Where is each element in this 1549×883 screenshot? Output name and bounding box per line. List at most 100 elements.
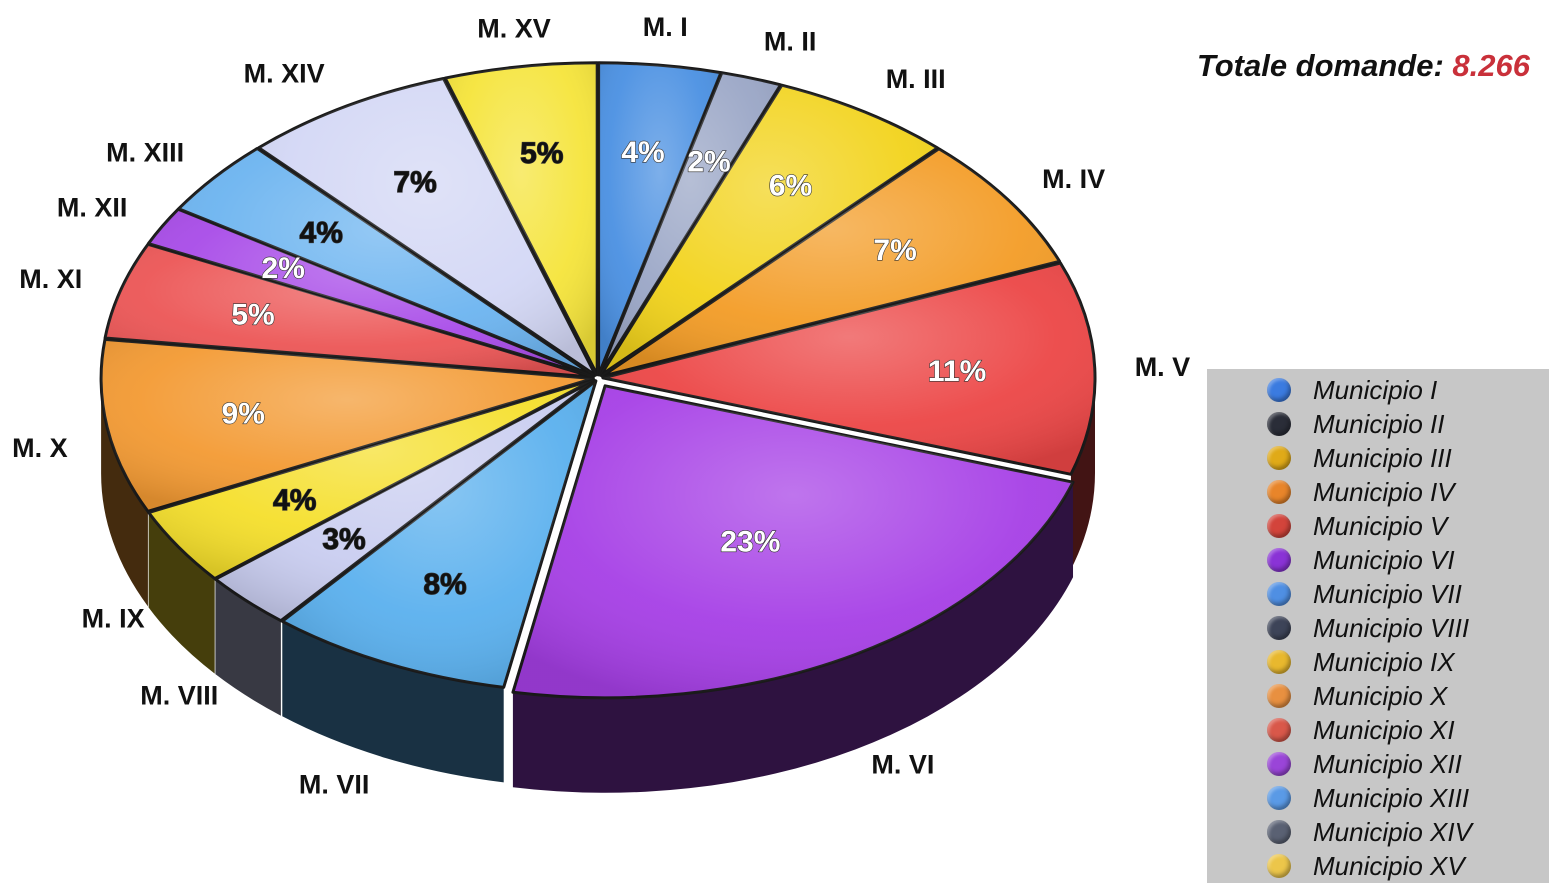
slice-name-label: M. IX (82, 604, 145, 634)
legend-item: Municipio XI (1207, 713, 1549, 747)
slice-side (512, 482, 1074, 793)
slice-highlight (600, 85, 938, 376)
legend-item: Municipio IV (1207, 475, 1549, 509)
legend-item: Municipio XII (1207, 747, 1549, 781)
legend-label: Municipio VII (1313, 578, 1462, 609)
legend-color-dot (1267, 514, 1291, 538)
slice-highlight (101, 339, 594, 512)
legend-item: Municipio XV (1207, 849, 1549, 883)
total-requests: Totale domande: 8.266 (1140, 48, 1530, 84)
percentage-label: 3% (322, 523, 365, 556)
percentage-labels: 4% 2%6%7%11%23%8%3%4%9%5%2%4%7%5% (221, 135, 987, 602)
percentage-label: 11% (928, 355, 986, 388)
slice-side (1070, 377, 1095, 570)
slice-highlight (215, 380, 595, 621)
legend-label: Municipio XIV (1313, 816, 1472, 847)
legend-color-dot (1267, 820, 1291, 844)
slice-name-label: M. XII (57, 193, 128, 223)
slice-highlight (599, 72, 781, 375)
percentage-label: 8% (423, 568, 466, 601)
percentage-label: 4% (300, 217, 343, 250)
slice-side (282, 621, 504, 783)
legend-item: Municipio XIII (1207, 781, 1549, 815)
pie-slices (99, 61, 1097, 700)
percentage-label: 23% (720, 526, 780, 559)
legend: Municipio I Municipio II Municipio III Muni… (1207, 369, 1549, 883)
slice-name-label: M. VII (299, 769, 370, 799)
slice-highlight (602, 148, 1060, 377)
percentage-label: 7% (873, 234, 916, 267)
percentage-label: 2% (687, 145, 730, 178)
slice-highlight (148, 209, 594, 377)
legend-color-dot (1267, 684, 1291, 708)
slice-highlight (445, 62, 598, 375)
slice-labels: M. I M. II M. III M. IV M. V M. VI M. VII M. VI… (12, 12, 1191, 799)
legend-color-dot (1267, 854, 1291, 878)
legend-label: Municipio XV (1313, 850, 1465, 881)
slice-highlight (148, 379, 594, 579)
legend-label: Municipio X (1313, 680, 1448, 711)
slice-name-label: M. XV (477, 13, 551, 43)
legend-color-dot (1267, 412, 1291, 436)
slice-name-label: M. XIII (106, 137, 184, 167)
slice-name-label: M. II (764, 26, 817, 56)
percentage-label: 4% (621, 136, 664, 169)
legend-color-dot (1267, 446, 1291, 470)
total-label: Totale domande: (1196, 48, 1444, 83)
slice-name-label: M. XIV (244, 58, 325, 88)
slice-highlight (178, 148, 595, 376)
legend-label: Municipio VIII (1313, 612, 1470, 643)
legend-color-dot (1267, 786, 1291, 810)
legend-label: Municipio VI (1313, 544, 1455, 575)
slice-highlight (598, 62, 721, 375)
legend-item: Municipio VI (1207, 543, 1549, 577)
slice-highlight (105, 244, 594, 378)
slice-highlight (282, 380, 596, 688)
total-value: 8.266 (1452, 48, 1530, 83)
percentage-label: 2% (262, 252, 305, 285)
legend-color-dot (1267, 718, 1291, 742)
slice-name-label: M. I (643, 12, 688, 42)
legend-item: Municipio I (1207, 373, 1549, 407)
legend-label: Municipio IX (1313, 646, 1455, 677)
legend-label: Municipio IV (1313, 476, 1455, 507)
legend-color-dot (1267, 582, 1291, 606)
legend-label: Municipio I (1313, 374, 1438, 405)
percentage-label: 7% (393, 166, 436, 199)
slice-side (148, 512, 215, 674)
legend-color-dot (1267, 480, 1291, 504)
legend-label: Municipio III (1313, 442, 1452, 473)
legend-label: Municipio XI (1313, 714, 1455, 745)
slice-name-label: M. VI (871, 750, 934, 780)
legend-color-dot (1267, 616, 1291, 640)
legend-label: Municipio V (1313, 510, 1448, 541)
legend-item: Municipio II (1207, 407, 1549, 441)
slice-highlight (512, 385, 1074, 698)
legend-item: Municipio V (1207, 509, 1549, 543)
legend-label: Municipio XII (1313, 748, 1462, 779)
percentage-label: 6% (769, 170, 812, 203)
legend-color-dot (1267, 378, 1291, 402)
slice-name-label: M. VIII (140, 681, 218, 711)
legend-color-dot (1267, 650, 1291, 674)
legend-item: Municipio X (1207, 679, 1549, 713)
slice-name-label: M. X (12, 433, 68, 463)
legend-label: Municipio II (1313, 408, 1445, 439)
slice-name-label: M. XI (19, 264, 82, 294)
percentage-label: 5% (520, 137, 563, 170)
legend-color-dot (1267, 548, 1291, 572)
percentage-label: 5% (231, 298, 274, 331)
legend-color-dot (1267, 752, 1291, 776)
legend-item: Municipio IX (1207, 645, 1549, 679)
percentage-label: 9% (222, 398, 265, 431)
slice-name-label: M. IV (1042, 164, 1105, 194)
legend-label: Municipio XIII (1313, 782, 1470, 813)
legend-item: Municipio VII (1207, 577, 1549, 611)
legend-item: Municipio VIII (1207, 611, 1549, 645)
slice-name-label: M. V (1135, 352, 1191, 382)
percentage-label: 4% (273, 484, 316, 517)
slice-highlight (603, 263, 1096, 475)
slice-side (101, 378, 148, 607)
legend-item: Municipio III (1207, 441, 1549, 475)
